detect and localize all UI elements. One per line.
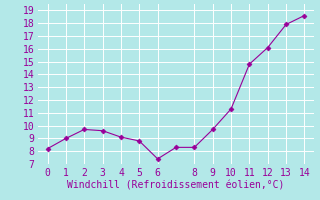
X-axis label: Windchill (Refroidissement éolien,°C): Windchill (Refroidissement éolien,°C): [67, 181, 285, 191]
